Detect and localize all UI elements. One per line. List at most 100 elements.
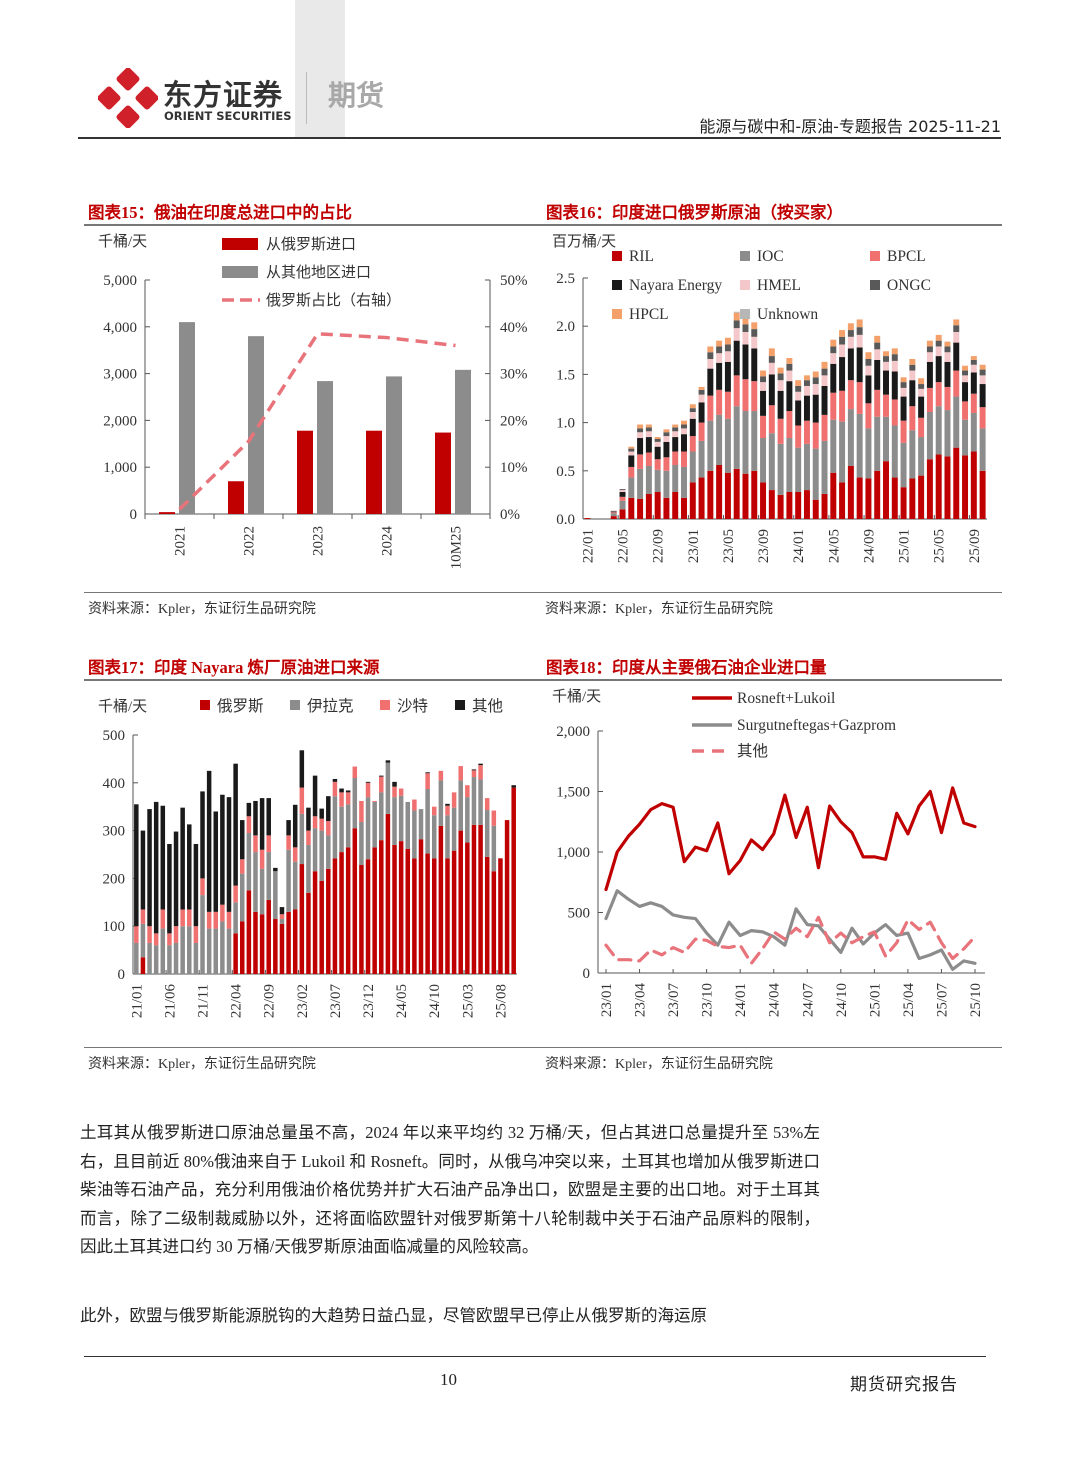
bar-segment-hmel	[724, 351, 731, 362]
bar-segment-沙特	[438, 770, 444, 781]
x-tick-label: 24/04	[767, 983, 783, 1018]
bar-segment-nayara-energy	[812, 394, 819, 423]
bar-segment-沙特	[339, 792, 344, 807]
bar-segment-hmel	[821, 375, 828, 386]
chart-16-title-rule	[540, 224, 1002, 226]
bar-segment-ril	[803, 490, 810, 519]
bar-segment-ril	[786, 492, 793, 519]
bar-segment-其他	[253, 800, 258, 836]
bar-segment-nayara-energy	[909, 380, 916, 407]
bar-segment-ril	[654, 492, 661, 519]
bar-segment-hpcl	[926, 340, 933, 347]
chart-16-source: 资料来源：Kpler，东证衍生品研究院	[545, 602, 773, 617]
bar-segment-hmel	[926, 352, 933, 362]
bar-segment-ioc	[681, 466, 687, 498]
bar-segment-其他	[246, 802, 252, 817]
bar-segment-ongc	[777, 373, 784, 381]
bar-segment-bpcl	[786, 411, 793, 439]
bar-segment-伊拉克	[306, 844, 311, 893]
y-tick-label: 500	[568, 906, 591, 922]
x-tick-label: 23/12	[361, 984, 377, 1018]
y-tick-label: 2.5	[556, 271, 575, 287]
bar-segment-nayara-energy	[654, 446, 661, 460]
bar-segment-ioc	[970, 412, 977, 452]
bar-segment-nayara-energy	[900, 396, 907, 421]
bar-segment-ongc	[865, 358, 872, 366]
bar-segment-其他	[425, 772, 430, 774]
bar-segment-hpcl	[681, 420, 687, 425]
bar-segment-ongc	[637, 428, 644, 433]
bar-segment-伊拉克	[173, 942, 179, 974]
bar-segment-其他	[365, 781, 371, 783]
x-tick-label: 25/09	[967, 529, 983, 563]
bar-segment-ril	[637, 498, 644, 519]
bar-segment-hpcl	[689, 404, 696, 409]
bar-segment-bpcl	[962, 401, 969, 420]
bar-segment-bpcl	[637, 454, 644, 469]
bar-segment-ril	[795, 492, 802, 519]
bar-segment-沙特	[445, 805, 450, 816]
bar-segment-ongc	[900, 382, 907, 388]
x-tick-label: 10M25	[449, 526, 465, 569]
bar-segment-俄罗斯	[306, 892, 311, 974]
bar-segment-hmel	[847, 336, 854, 349]
bar-segment-ongc	[821, 368, 828, 376]
legend-swatch	[612, 280, 622, 290]
bar-segment-hmel	[654, 441, 661, 447]
bar-russia	[159, 512, 175, 514]
x-tick-label: 21/11	[196, 984, 212, 1018]
bar-segment-ril	[584, 518, 591, 519]
bar-segment-hmel	[883, 361, 889, 371]
bar-segment-hmel	[874, 349, 881, 360]
bar-segment-ril	[839, 482, 846, 519]
bar-segment-nayara-energy	[970, 372, 977, 394]
bar-other-regions	[317, 381, 333, 514]
chart-17-title-rule	[84, 679, 540, 681]
bar-segment-沙特	[140, 909, 146, 924]
bar-segment-沙特	[306, 830, 311, 845]
bar-segment-ongc	[812, 377, 819, 385]
bar-segment-nayara-energy	[821, 385, 828, 415]
y-tick-label: 0	[130, 507, 138, 523]
legend-label: Surgutneftegas+Gazprom	[737, 717, 896, 734]
y-tick-label: 5,000	[103, 273, 137, 289]
bar-segment-nayara-energy	[724, 361, 731, 392]
bar-segment-沙特	[153, 933, 159, 946]
bar-segment-其他	[140, 830, 146, 910]
bar-segment-ongc	[856, 327, 863, 335]
chart-17-source: 资料来源：Kpler，东证衍生品研究院	[88, 1057, 316, 1072]
bar-segment-ril	[663, 497, 670, 519]
bar-segment-nayara-energy	[865, 375, 872, 404]
y-tick-label: 30%	[500, 367, 528, 383]
bar-segment-沙特	[326, 821, 331, 836]
bar-segment-沙特	[200, 878, 205, 896]
bar-segment-bpcl	[610, 512, 617, 514]
bar-segment-hpcl	[847, 323, 854, 331]
bar-segment-bpcl	[672, 451, 679, 466]
bar-segment-hmel	[812, 384, 819, 395]
bar-segment-ongc	[839, 336, 846, 345]
bar-segment-沙特	[484, 798, 490, 811]
bar-segment-bpcl	[698, 422, 705, 441]
bar-segment-nayara-energy	[777, 390, 784, 419]
bar-segment-伊拉克	[484, 810, 490, 857]
y-tick-label: 1.0	[556, 416, 575, 432]
bar-segment-俄罗斯	[345, 847, 351, 974]
chart-17: 0 100 200 300 400 500 21/01 21/06 21/11 22/04 22/0…	[98, 697, 517, 1019]
bar-segment-俄罗斯	[465, 842, 470, 974]
x-tick-label: 24/10	[427, 984, 443, 1018]
bar-segment-其他	[299, 750, 305, 788]
bar-segment-hmel	[944, 352, 951, 362]
bar-segment-ioc	[654, 469, 661, 493]
bar-segment-俄罗斯	[233, 933, 238, 974]
bar-segment-其他	[206, 770, 212, 912]
bar-segment-沙特	[425, 773, 430, 790]
bar-segment-hmel	[768, 362, 775, 375]
bar-segment-其他	[379, 775, 384, 777]
bar-segment-ioc	[926, 411, 933, 460]
x-tick-label: 22/04	[229, 984, 245, 1019]
bar-segment-沙特	[478, 765, 483, 780]
bar-segment-伊拉克	[167, 945, 172, 974]
y-tick-label: 0%	[500, 507, 520, 523]
legend-swatch	[740, 280, 750, 290]
